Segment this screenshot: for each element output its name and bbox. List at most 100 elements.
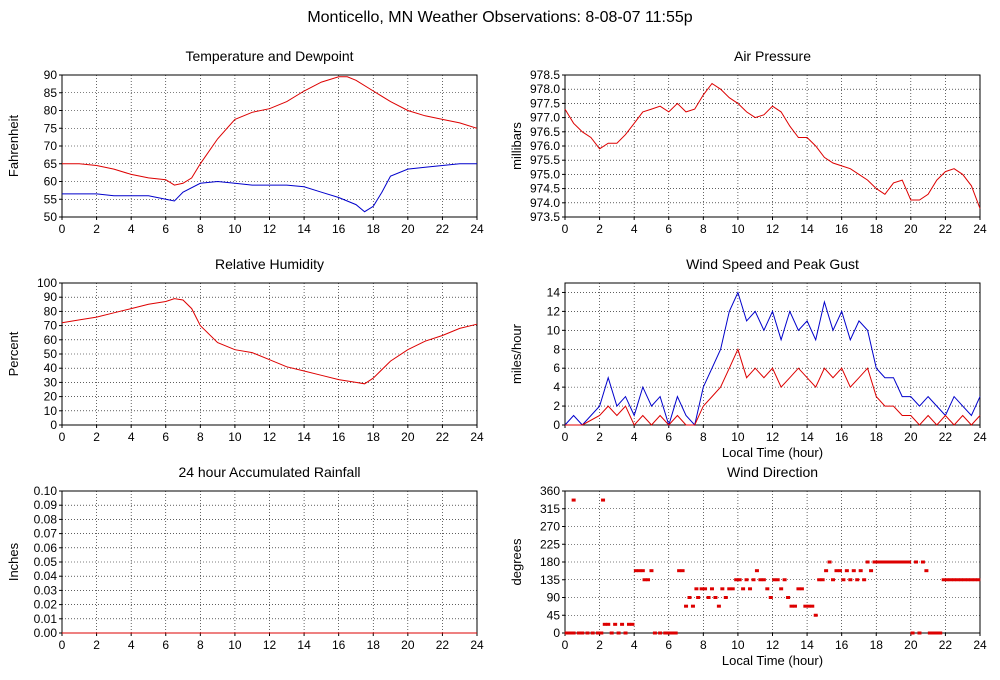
- direction-point: [720, 587, 725, 591]
- rain-x-tick-label: 20: [401, 638, 415, 652]
- direction-point: [687, 596, 692, 599]
- pressure-y-axis-label: millibars: [509, 122, 524, 170]
- wind-y-tick-label: 0: [553, 418, 560, 432]
- direction-point: [673, 631, 678, 635]
- direction-title: Wind Direction: [727, 464, 818, 480]
- rain-x-tick-label: 2: [93, 638, 100, 652]
- direction-point: [952, 578, 957, 582]
- direction-point: [694, 587, 699, 591]
- direction-point: [834, 569, 839, 573]
- direction-point: [927, 631, 932, 635]
- pressure-x-tick-label: 2: [596, 222, 603, 236]
- rain-y-tick-label: 0.04: [34, 569, 58, 583]
- direction-point: [670, 631, 675, 635]
- direction-point: [571, 498, 576, 502]
- direction-x-tick-label: 24: [973, 638, 987, 652]
- direction-point: [945, 578, 950, 582]
- humidity-title: Relative Humidity: [215, 256, 324, 272]
- wind-x-axis-label: Local Time (hour): [722, 445, 823, 460]
- rain-x-tick-label: 6: [162, 638, 169, 652]
- humidity-y-tick-label: 60: [44, 333, 58, 347]
- direction-point: [737, 578, 742, 582]
- direction-y-tick-label: 0: [553, 626, 560, 640]
- direction-point: [869, 569, 874, 573]
- rain-x-tick-label: 4: [128, 638, 135, 652]
- wind-x-tick-label: 20: [904, 430, 918, 444]
- temp-x-tick-label: 0: [59, 222, 66, 236]
- temp-y-tick-label: 65: [44, 157, 58, 171]
- humidity-y-tick-label: 80: [44, 304, 58, 318]
- direction-x-tick-label: 14: [800, 638, 814, 652]
- direction-x-tick-label: 8: [700, 638, 707, 652]
- direction-x-axis-label: Local Time (hour): [722, 653, 823, 668]
- direction-point: [886, 560, 891, 564]
- wind-x-tick-label: 10: [731, 430, 745, 444]
- temp-x-tick-label: 6: [162, 222, 169, 236]
- direction-point: [903, 560, 908, 564]
- direction-point: [844, 569, 849, 573]
- pressure-y-tick-label: 978.0: [530, 82, 560, 96]
- rain-y-axis-label: Inches: [6, 542, 21, 581]
- direction-point: [684, 604, 689, 608]
- direction-point: [958, 578, 963, 582]
- pressure-x-tick-label: 14: [800, 222, 814, 236]
- humidity-y-tick-label: 10: [44, 404, 58, 418]
- wind-series-0-line: [564, 291, 981, 427]
- direction-point: [649, 569, 654, 573]
- direction-point: [955, 578, 960, 582]
- wind-y-tick-label: 4: [553, 380, 560, 394]
- wind-y-axis-label: miles/hour: [509, 323, 524, 384]
- rain-x-tick-label: 16: [332, 638, 346, 652]
- direction-point: [862, 578, 867, 582]
- direction-point: [699, 587, 704, 591]
- direction-point: [948, 578, 953, 582]
- humidity-y-tick-label: 20: [44, 390, 58, 404]
- temp-x-tick-label: 20: [401, 222, 415, 236]
- pressure-x-tick-label: 0: [562, 222, 569, 236]
- direction-point: [810, 604, 815, 608]
- wind-x-tick-label: 22: [939, 430, 953, 444]
- pressure-title: Air Pressure: [734, 48, 811, 64]
- direction-point: [813, 613, 818, 617]
- direction-point: [875, 560, 880, 564]
- pressure-x-tick-label: 18: [870, 222, 884, 236]
- wind-x-tick-label: 18: [870, 430, 884, 444]
- direction-point: [965, 578, 970, 582]
- humidity-x-tick-label: 10: [228, 430, 242, 444]
- temp-y-tick-label: 50: [44, 210, 58, 224]
- humidity-y-tick-label: 0: [50, 418, 57, 432]
- rain-y-tick-label: 0.07: [34, 527, 58, 541]
- direction-point: [941, 578, 946, 582]
- direction-point: [606, 622, 611, 626]
- wind-x-tick-label: 24: [973, 430, 987, 444]
- page-title: Monticello, MN Weather Observations: 8-0…: [307, 9, 692, 26]
- direction-point: [585, 631, 590, 635]
- pressure-y-tick-label: 976.0: [530, 139, 560, 153]
- direction-x-tick-label: 16: [835, 638, 849, 652]
- humidity-x-tick-label: 22: [436, 430, 450, 444]
- direction-point: [765, 587, 770, 591]
- pressure-x-tick-label: 10: [731, 222, 745, 236]
- wind-title: Wind Speed and Peak Gust: [686, 256, 859, 272]
- wind-y-tick-label: 2: [553, 399, 560, 413]
- direction-point: [713, 596, 718, 599]
- direction-point: [666, 631, 671, 635]
- direction-point: [779, 587, 784, 591]
- temp-series-0-line: [62, 76, 478, 186]
- humidity-x-tick-label: 12: [263, 430, 277, 444]
- direction-point: [768, 596, 773, 599]
- temp-series-1-line: [62, 163, 477, 213]
- direction-point: [630, 622, 635, 626]
- direction-point: [972, 578, 977, 582]
- rain-x-tick-label: 10: [228, 638, 242, 652]
- direction-y-tick-label: 360: [540, 484, 560, 498]
- humidity-x-tick-label: 20: [401, 430, 415, 444]
- direction-point: [599, 631, 604, 635]
- direction-y-tick-label: 315: [540, 502, 560, 516]
- pressure-x-tick-label: 4: [631, 222, 638, 236]
- direction-x-tick-label: 2: [596, 638, 603, 652]
- pressure-x-tick-label: 16: [835, 222, 849, 236]
- direction-point: [882, 560, 887, 564]
